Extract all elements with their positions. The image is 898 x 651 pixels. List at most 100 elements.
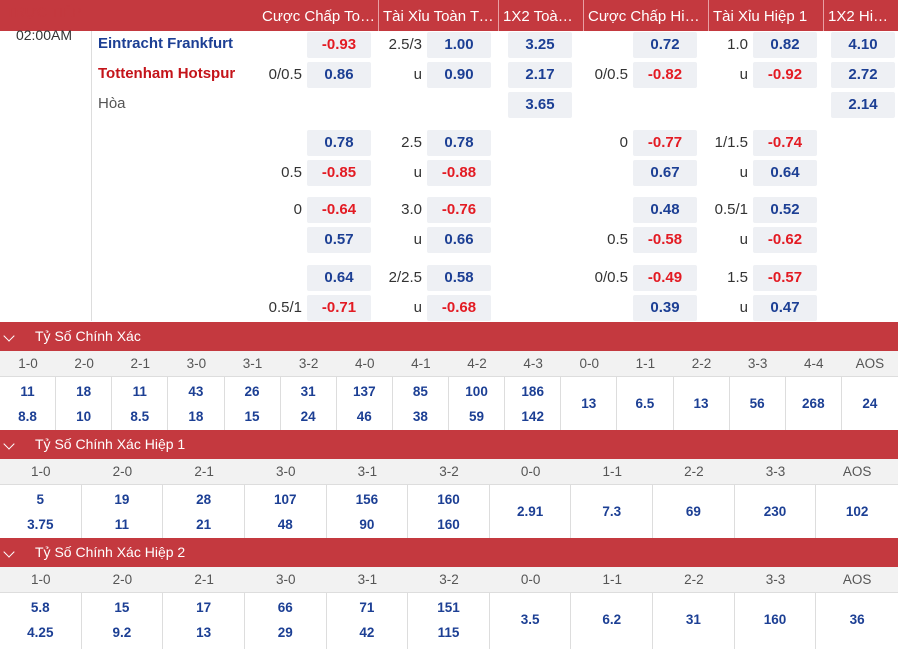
score-odds-value[interactable]: 230 <box>763 504 787 519</box>
home-team-name[interactable]: Eintracht Frankfurt <box>98 35 234 52</box>
h1-1x2-odds[interactable]: 2.14 <box>831 92 895 118</box>
score-odds-value[interactable]: 8.5 <box>130 409 150 424</box>
score-odds-value[interactable]: 160 <box>437 492 460 507</box>
score-odds-cell[interactable]: 186 142 <box>505 377 562 433</box>
score-odds-value[interactable]: 268 <box>802 396 825 411</box>
score-odds-value[interactable]: 4.25 <box>27 625 54 640</box>
score-odds-value[interactable]: 137 <box>353 384 376 399</box>
score-odds-value[interactable]: 3.75 <box>27 517 54 532</box>
score-odds-value[interactable]: 107 <box>273 492 297 507</box>
score-odds-value[interactable]: 160 <box>437 517 460 532</box>
ft-handicap-odds[interactable]: 0.64 <box>307 265 371 291</box>
h1-over-under-odds[interactable]: 0.47 <box>753 295 817 321</box>
chevron-down-icon[interactable] <box>3 438 15 450</box>
score-odds-cell[interactable]: 26 15 <box>225 377 281 433</box>
score-odds-cell[interactable]: 31 <box>653 593 735 649</box>
h1-over-under-odds[interactable]: -0.92 <box>753 62 817 88</box>
score-odds-cell[interactable]: 7.3 <box>571 485 654 541</box>
score-odds-cell[interactable]: 5 3.75 <box>0 485 82 541</box>
score-odds-cell[interactable]: 56 <box>730 377 786 433</box>
ft-1x2-odds[interactable]: 3.65 <box>508 92 572 118</box>
ft-over-under-odds[interactable]: 1.00 <box>427 32 491 58</box>
ft-over-under-odds[interactable]: 0.90 <box>427 62 491 88</box>
ft-over-under-odds[interactable]: -0.68 <box>427 295 491 321</box>
score-odds-value[interactable]: 43 <box>188 384 204 399</box>
score-odds-value[interactable]: 9.2 <box>112 625 132 640</box>
score-odds-value[interactable]: 15 <box>114 600 130 615</box>
score-odds-cell[interactable]: 24 <box>842 377 898 433</box>
score-odds-value[interactable]: 115 <box>437 625 460 640</box>
score-odds-value[interactable]: 28 <box>196 492 212 507</box>
score-odds-value[interactable]: 31 <box>685 612 701 627</box>
ft-over-under-odds[interactable]: -0.88 <box>427 160 491 186</box>
score-odds-value[interactable]: 11 <box>20 384 35 399</box>
score-odds-value[interactable]: 21 <box>196 517 212 532</box>
score-odds-value[interactable]: 71 <box>359 600 375 615</box>
score-odds-cell[interactable]: 160 <box>735 593 817 649</box>
score-odds-cell[interactable]: 13 <box>561 377 618 433</box>
score-odds-cell[interactable]: 11 8.8 <box>0 377 57 433</box>
ft-over-under-odds[interactable]: 0.78 <box>427 130 491 156</box>
score-odds-cell[interactable]: 151 115 <box>408 593 490 649</box>
h1-over-under-odds[interactable]: 0.64 <box>753 160 817 186</box>
score-odds-cell[interactable]: 69 <box>653 485 735 541</box>
score-odds-value[interactable]: 31 <box>300 384 316 399</box>
ft-handicap-odds[interactable]: -0.64 <box>307 197 371 223</box>
ft-handicap-odds[interactable]: 0.86 <box>307 62 371 88</box>
score-odds-cell[interactable]: 15 9.2 <box>82 593 164 649</box>
score-odds-cell[interactable]: 6.2 <box>571 593 654 649</box>
score-odds-cell[interactable]: 6.5 <box>617 377 674 433</box>
score-odds-value[interactable]: 10 <box>76 409 92 424</box>
score-odds-value[interactable]: 38 <box>412 409 428 424</box>
h1-1x2-odds[interactable]: 2.72 <box>831 62 895 88</box>
score-odds-value[interactable]: 66 <box>277 600 293 615</box>
score-odds-value[interactable]: 13 <box>693 396 709 411</box>
correct-score-fulltime-header[interactable]: Tỷ Số Chính Xác <box>0 322 898 351</box>
h1-over-under-odds[interactable]: 0.82 <box>753 32 817 58</box>
score-odds-value[interactable]: 8.8 <box>18 409 37 424</box>
score-odds-value[interactable]: 160 <box>763 612 787 627</box>
score-odds-value[interactable]: 36 <box>849 612 865 627</box>
ft-1x2-odds[interactable]: 2.17 <box>508 62 572 88</box>
correct-score-half-1-header[interactable]: Tỷ Số Chính Xác Hiệp 1 <box>0 430 898 459</box>
score-odds-value[interactable]: 151 <box>437 600 460 615</box>
score-odds-cell[interactable]: 36 <box>816 593 898 649</box>
score-odds-cell[interactable]: 43 18 <box>168 377 225 433</box>
h1-handicap-odds[interactable]: 0.72 <box>633 32 697 58</box>
score-odds-cell[interactable]: 230 <box>735 485 817 541</box>
score-odds-value[interactable]: 13 <box>581 396 597 411</box>
score-odds-cell[interactable]: 85 38 <box>393 377 449 433</box>
score-odds-value[interactable]: 100 <box>465 384 488 399</box>
score-odds-cell[interactable]: 11 8.5 <box>112 377 169 433</box>
score-odds-value[interactable]: 26 <box>244 384 260 399</box>
score-odds-value[interactable]: 2.91 <box>516 504 544 519</box>
score-odds-cell[interactable]: 156 90 <box>327 485 409 541</box>
score-odds-value[interactable]: 17 <box>196 600 212 615</box>
h1-over-under-odds[interactable]: -0.74 <box>753 130 817 156</box>
ft-1x2-odds[interactable]: 3.25 <box>508 32 572 58</box>
score-odds-value[interactable]: 24 <box>862 396 878 411</box>
chevron-down-icon[interactable] <box>3 330 15 342</box>
score-odds-cell[interactable]: 13 <box>674 377 730 433</box>
score-odds-value[interactable]: 7.3 <box>602 504 622 519</box>
score-odds-cell[interactable]: 107 48 <box>245 485 327 541</box>
h1-1x2-odds[interactable]: 4.10 <box>831 32 895 58</box>
score-odds-cell[interactable]: 137 46 <box>337 377 393 433</box>
score-odds-cell[interactable]: 17 13 <box>163 593 245 649</box>
score-odds-value[interactable]: 6.5 <box>635 396 655 411</box>
score-odds-cell[interactable]: 102 <box>816 485 898 541</box>
ft-over-under-odds[interactable]: 0.58 <box>427 265 491 291</box>
chevron-down-icon[interactable] <box>3 546 15 558</box>
away-team-name[interactable]: Tottenham Hotspur <box>98 65 236 82</box>
ft-handicap-odds[interactable]: 0.57 <box>307 227 371 253</box>
score-odds-value[interactable]: 19 <box>114 492 130 507</box>
ft-handicap-odds[interactable]: -0.71 <box>307 295 371 321</box>
score-odds-cell[interactable]: 71 42 <box>327 593 409 649</box>
ft-handicap-odds[interactable]: 0.78 <box>307 130 371 156</box>
h1-over-under-odds[interactable]: 0.52 <box>753 197 817 223</box>
ft-handicap-odds[interactable]: -0.85 <box>307 160 371 186</box>
score-odds-value[interactable]: 18 <box>188 409 204 424</box>
h1-over-under-odds[interactable]: -0.62 <box>753 227 817 253</box>
score-odds-cell[interactable]: 268 <box>786 377 842 433</box>
score-odds-value[interactable]: 142 <box>521 409 544 424</box>
